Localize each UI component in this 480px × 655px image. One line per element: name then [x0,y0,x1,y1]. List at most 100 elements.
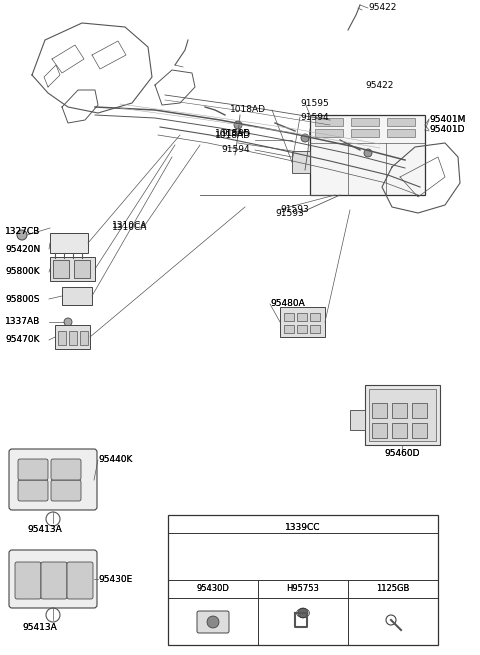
Bar [315,130,343,138]
Text: 1327CB: 1327CB [5,227,40,236]
Text: 91594: 91594 [221,145,250,155]
Text: 1018AD: 1018AD [215,130,251,140]
Bar [292,151,310,173]
Circle shape [207,616,219,628]
Text: 95470K: 95470K [5,335,39,345]
Text: 95401D: 95401D [429,126,465,134]
Text: 95413A: 95413A [27,525,62,534]
Text: 95420N: 95420N [5,244,40,253]
Bar [280,307,325,337]
FancyBboxPatch shape [67,562,93,599]
Text: 95422: 95422 [365,81,394,90]
Bar [369,389,436,441]
Bar [58,331,66,345]
Text: 91593: 91593 [280,206,309,214]
Bar [297,325,307,333]
Text: 95413A: 95413A [27,525,62,534]
Bar [310,115,425,195]
Text: 95800K: 95800K [5,267,40,276]
Circle shape [234,121,242,129]
Bar [351,119,379,126]
Bar [392,403,407,418]
Text: 95800S: 95800S [5,295,39,303]
Text: 95420N: 95420N [5,244,40,253]
Text: 95440K: 95440K [98,455,132,464]
Text: 95470K: 95470K [5,335,39,345]
Text: 95800S: 95800S [5,295,39,303]
Text: H95753: H95753 [287,584,319,593]
Text: 1125GB: 1125GB [376,584,410,593]
Text: 1125GB: 1125GB [376,584,410,593]
Text: 1310CA: 1310CA [112,223,147,231]
Bar [310,313,320,321]
Bar [392,423,407,438]
Bar [55,325,90,349]
Bar [387,130,415,138]
Bar [412,403,427,418]
Circle shape [298,608,308,618]
Circle shape [364,149,372,157]
FancyBboxPatch shape [15,562,41,599]
Bar [350,410,365,430]
Text: 1337AB: 1337AB [5,318,40,326]
Bar [351,130,379,138]
Text: 95800K: 95800K [5,267,40,276]
Bar [62,287,92,305]
Text: 1337AB: 1337AB [5,318,40,326]
Bar [168,515,438,645]
Text: 91593: 91593 [275,208,304,217]
Text: H95753: H95753 [287,584,319,593]
Text: 1339CC: 1339CC [285,523,321,532]
Bar [365,385,440,445]
FancyBboxPatch shape [51,480,81,501]
Bar [412,423,427,438]
Bar [284,313,294,321]
FancyBboxPatch shape [197,611,229,633]
Bar [310,325,320,333]
FancyBboxPatch shape [9,550,97,608]
Text: 95401M: 95401M [429,115,466,124]
Circle shape [64,318,72,326]
Text: 1018AD: 1018AD [230,105,266,115]
Text: 95430E: 95430E [98,574,132,584]
Text: 95460D: 95460D [384,449,420,457]
Text: 95430D: 95430D [197,584,229,593]
Bar [50,257,95,281]
Bar [372,423,387,438]
Text: 95413A: 95413A [22,622,57,631]
Text: 95440K: 95440K [98,455,132,464]
Text: 95422: 95422 [368,3,396,12]
Text: 95401D: 95401D [429,126,465,134]
Text: 91595: 91595 [221,128,250,138]
Bar [80,331,88,345]
Text: 95460D: 95460D [384,449,420,457]
Text: 95480A: 95480A [270,299,305,307]
Text: 1327CB: 1327CB [5,227,40,236]
Bar [297,313,307,321]
FancyBboxPatch shape [18,480,48,501]
Text: 95430E: 95430E [98,574,132,584]
FancyBboxPatch shape [51,459,81,480]
Text: 91595: 91595 [300,98,329,107]
Text: 95413A: 95413A [22,622,57,631]
Text: 95480A: 95480A [270,299,305,307]
Bar [74,260,90,278]
Bar [372,403,387,418]
Bar [315,119,343,126]
Text: 95430D: 95430D [197,584,229,593]
Bar [387,119,415,126]
Circle shape [301,134,309,142]
Circle shape [17,230,27,240]
FancyBboxPatch shape [18,459,48,480]
Bar [53,260,69,278]
Text: 91594: 91594 [300,113,329,121]
Text: 1339CC: 1339CC [285,523,321,532]
Text: 95401M: 95401M [429,115,466,124]
Text: 1018AD: 1018AD [215,128,251,138]
Bar [284,325,294,333]
Bar [50,233,88,253]
Text: 1310CA: 1310CA [112,221,147,229]
FancyBboxPatch shape [41,562,67,599]
Bar [69,331,77,345]
FancyBboxPatch shape [9,449,97,510]
